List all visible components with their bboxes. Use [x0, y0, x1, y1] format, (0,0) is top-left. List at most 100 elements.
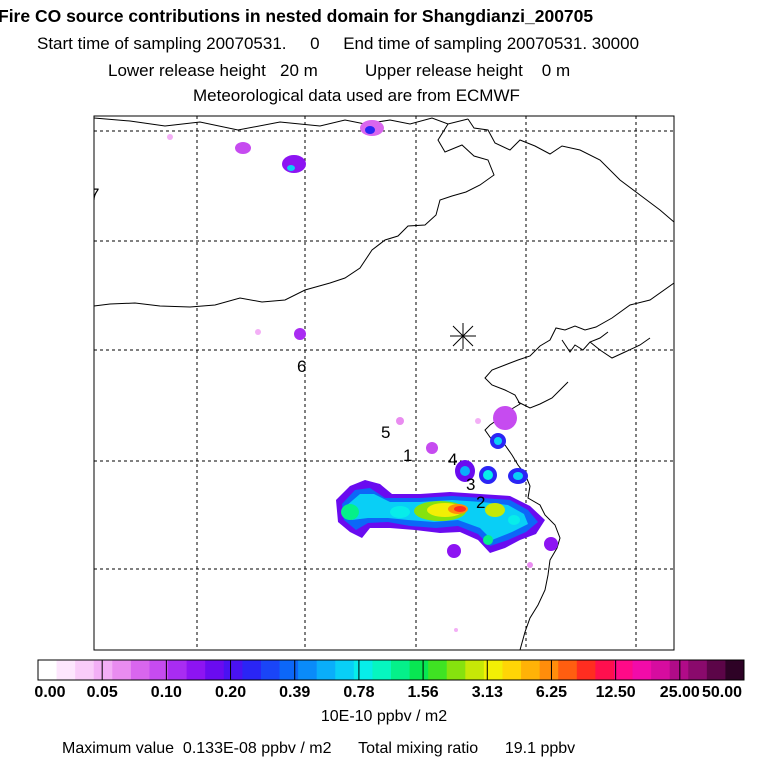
upper-value: 0 m	[541, 61, 571, 80]
plume-green-w	[341, 504, 359, 520]
colorbar	[38, 660, 745, 680]
colorbar-swatch	[38, 660, 58, 680]
colorbar-swatch	[205, 660, 225, 680]
hotspot-n	[447, 544, 461, 558]
colorbar-swatch	[186, 660, 206, 680]
footer-stats: Maximum value 0.133E-08 ppbv / m2 Total …	[62, 740, 575, 758]
hotspot-j-core	[494, 437, 502, 445]
colorbar-tick-label: 0.10	[150, 684, 182, 701]
chart-title: Fire CO source contributions in nested d…	[0, 6, 594, 26]
colorbar-tick-label: 0.39	[279, 684, 311, 701]
border-east	[467, 118, 674, 223]
colorbar-swatch	[130, 660, 150, 680]
coastline-korea-a	[561, 331, 609, 353]
colorbar-swatch	[483, 660, 503, 680]
colorbar-swatch	[335, 660, 355, 680]
colorbar-tick-label: 0.20	[214, 684, 247, 701]
region-label-7: 7	[90, 185, 99, 204]
colorbar-swatch	[576, 660, 596, 680]
max-value: 0.133E-08 ppbv / m2	[182, 740, 332, 757]
colorbar-swatch	[725, 660, 745, 680]
colorbar-swatch	[260, 660, 281, 680]
colorbar-unit: 10E-10 ppbv / m2	[320, 708, 448, 725]
plume-yg-e	[485, 503, 505, 517]
colorbar-tick-label: 0.00	[34, 684, 66, 701]
map-content: 7 6 5 1 4 3 2	[90, 116, 674, 650]
colorbar-swatch	[75, 660, 95, 680]
colorbar-swatch	[706, 660, 726, 680]
end-label: End time of sampling	[343, 34, 502, 53]
region-label-6: 6	[297, 357, 306, 376]
hotspot-p	[527, 562, 533, 568]
lower-value: 20 m	[280, 61, 318, 80]
start-value: 20070531. 0	[206, 34, 320, 53]
hotspot-o	[544, 537, 558, 551]
colorbar-swatch	[56, 660, 76, 680]
colorbar-swatch	[372, 660, 392, 680]
colorbar-tick-label: 12.50	[595, 684, 636, 701]
coastline-east	[484, 282, 674, 650]
colorbar-swatch	[316, 660, 336, 680]
colorbar-swatch	[502, 660, 522, 680]
plume-red	[454, 506, 466, 512]
border-north	[94, 117, 469, 131]
hotspot-f	[396, 417, 404, 425]
colorbar-ticks	[37, 660, 745, 680]
region-labels: 7 6 5 1 4 3 2	[90, 185, 485, 512]
colorbar-swatch	[298, 660, 318, 680]
region-label-2: 2	[476, 493, 485, 512]
met-data-note: Meteorological data used are from ECMWF	[193, 86, 520, 105]
colorbar-labels: 0.00 0.05 0.10 0.20 0.39 0.78 1.56 3.13 6.25 12.5…	[0, 684, 768, 704]
hotspot-b-core	[287, 165, 295, 171]
hotspot-m-core	[513, 472, 523, 480]
colorbar-swatch	[465, 660, 485, 680]
region-label-5: 5	[381, 423, 390, 442]
grid-lines	[94, 116, 674, 650]
colorbar-swatch	[93, 660, 113, 680]
hotspot-i	[493, 406, 517, 430]
colorbar-swatch	[651, 660, 671, 680]
colorbar-tick-label: 6.25	[535, 684, 568, 701]
colorbar-swatch	[669, 660, 689, 680]
map-frame	[93, 115, 675, 651]
colorbar-tick-label: 50.00	[701, 684, 743, 701]
hotspot-l-core	[483, 470, 493, 480]
hotspot-d	[294, 328, 306, 340]
hotspot-north-core	[365, 126, 375, 134]
total-value: 19.1 ppbv	[504, 740, 576, 757]
asterisk-icon	[450, 323, 476, 349]
colorbar-swatch	[632, 660, 652, 680]
max-label: Maximum value	[62, 740, 175, 757]
colorbar-swatch	[539, 660, 559, 680]
hotspot-e	[255, 329, 261, 335]
colorbar-swatch	[595, 660, 615, 680]
plume-green-s	[483, 535, 493, 545]
start-label: Start time of sampling	[37, 34, 202, 53]
region-label-3: 3	[466, 475, 475, 494]
colorbar-tick-label: 0.05	[86, 684, 118, 701]
colorbar-tick-label: 1.56	[407, 684, 439, 701]
colorbar-swatch	[112, 660, 132, 680]
sampling-times: Start time of sampling 20070531. 0 End t…	[37, 34, 768, 54]
colorbar-swatch	[521, 660, 541, 680]
hotspot-c	[167, 134, 173, 140]
hotspot-g	[426, 442, 438, 454]
hotspot-b	[282, 155, 306, 173]
colorbar-swatch	[168, 660, 188, 680]
colorbar-tick-label: 25.00	[659, 684, 700, 701]
colorbar-swatch	[613, 660, 634, 680]
coastline-korea-b	[589, 337, 651, 359]
colorbar-swatch	[149, 660, 169, 680]
colorbar-swatch	[223, 660, 243, 680]
plume-cyan-mid	[390, 506, 410, 518]
end-value: 20070531. 30000	[506, 34, 640, 53]
colorbar-swatch	[409, 660, 429, 680]
region-label-1: 1	[403, 446, 412, 465]
border-mongolia	[94, 123, 495, 308]
lower-label: Lower release height	[108, 61, 266, 80]
colorbar-swatch	[428, 660, 448, 680]
coastlines	[94, 117, 674, 650]
colorbar-tick-label: 0.78	[343, 684, 375, 701]
hotspot-q	[454, 628, 458, 632]
total-label: Total mixing ratio	[358, 740, 479, 757]
